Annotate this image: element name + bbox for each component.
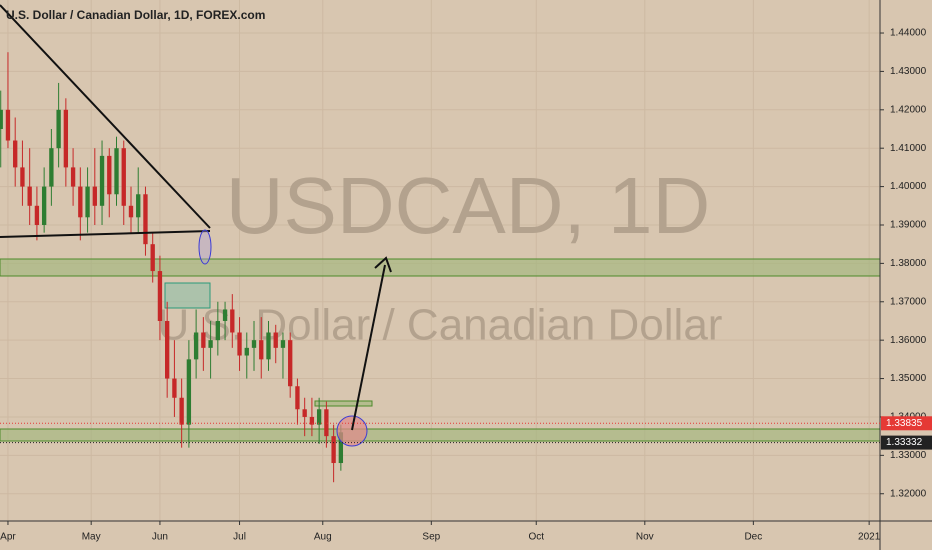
price-label: 1.33835 <box>886 418 923 429</box>
candle-body <box>179 397 184 425</box>
x-tick-label: Nov <box>636 532 654 543</box>
candle-body <box>78 186 83 218</box>
candle-body <box>201 332 206 348</box>
y-tick-label: 1.32000 <box>890 488 927 499</box>
price-label-box <box>881 435 932 450</box>
watermark: USDCAD, 1D <box>226 161 711 250</box>
candle-body <box>92 186 97 206</box>
candle-body <box>121 148 126 206</box>
x-tick-label: Oct <box>528 532 544 543</box>
candle-body <box>128 205 134 218</box>
candle-body <box>107 155 112 195</box>
candle-body <box>165 320 170 379</box>
candle-body <box>85 186 90 218</box>
candle-body <box>316 409 322 425</box>
candle-body <box>143 194 148 245</box>
candle-body <box>259 340 264 360</box>
candle-body <box>136 194 141 218</box>
candle-body <box>34 205 40 225</box>
candle-body <box>244 347 249 356</box>
y-tick-label: 1.41000 <box>890 143 927 154</box>
candle-body <box>27 186 32 206</box>
candle-body <box>230 309 235 333</box>
y-tick-label: 1.43000 <box>890 66 927 77</box>
candle-body <box>338 432 344 464</box>
candle-body <box>302 409 307 417</box>
x-tick-label: Sep <box>422 532 440 543</box>
x-tick-label: Jun <box>152 532 168 543</box>
zone <box>314 400 373 407</box>
axes: 1.320001.330001.340001.350001.360001.370… <box>0 28 932 543</box>
candle-body <box>208 340 213 348</box>
candle-body <box>172 378 177 398</box>
y-tick-label: 1.33000 <box>890 450 927 461</box>
x-tick-label: 2021 <box>858 532 881 543</box>
y-tick-label: 1.42000 <box>890 104 927 115</box>
zone <box>0 428 881 442</box>
candle-body <box>324 409 329 437</box>
trendline <box>0 4 211 229</box>
x-tick-label: May <box>82 532 101 543</box>
chart-title: U.S. Dollar / Canadian Dollar, 1D, FOREX… <box>6 8 265 22</box>
candle-body <box>49 148 54 187</box>
y-tick-label: 1.35000 <box>890 373 927 384</box>
price-label-box <box>881 416 932 431</box>
candle-body <box>0 109 3 130</box>
candles <box>0 52 344 483</box>
candle-body <box>331 436 336 464</box>
candle-body <box>114 148 119 195</box>
zone <box>164 282 211 309</box>
candle-body <box>157 271 163 321</box>
candle-body <box>70 167 76 187</box>
candle-body <box>99 155 105 206</box>
candle-body <box>222 309 228 321</box>
candle-body <box>150 244 155 272</box>
x-tick-label: Jul <box>233 532 246 543</box>
candle-body <box>20 167 25 187</box>
x-tick-label: Aug <box>314 532 332 543</box>
candle-body <box>41 186 47 225</box>
y-tick-label: 1.38000 <box>890 258 927 269</box>
watermark-subtitle: U.S. Dollar / Canadian Dollar <box>158 301 723 350</box>
candle-body <box>186 359 192 425</box>
x-tick-label: Apr <box>0 532 16 543</box>
y-tick-label: 1.40000 <box>890 181 927 192</box>
candle-body <box>266 332 271 360</box>
candle-body <box>215 320 220 341</box>
candle-body <box>56 109 61 149</box>
candle-body <box>13 140 18 168</box>
candle-body <box>288 340 293 387</box>
price-label: 1.33332 <box>886 437 923 448</box>
candle-body <box>5 109 11 141</box>
arrow <box>351 264 386 431</box>
y-tick-label: 1.39000 <box>890 220 927 231</box>
candle-body <box>251 340 257 348</box>
y-tick-label: 1.37000 <box>890 296 927 307</box>
arrow-head <box>374 256 392 273</box>
candle-body <box>237 332 242 356</box>
candle-body <box>193 332 199 360</box>
circle-marker <box>336 415 368 447</box>
circle-marker <box>198 229 212 265</box>
zone <box>0 258 881 277</box>
candle-body <box>273 332 278 348</box>
candle-body <box>295 386 300 410</box>
candle-body <box>280 340 286 348</box>
trendline <box>0 230 211 238</box>
y-tick-label: 1.36000 <box>890 335 927 346</box>
x-tick-label: Dec <box>744 532 762 543</box>
y-tick-label: 1.44000 <box>890 28 927 39</box>
candle-body <box>63 109 69 168</box>
candle-body <box>309 416 315 425</box>
